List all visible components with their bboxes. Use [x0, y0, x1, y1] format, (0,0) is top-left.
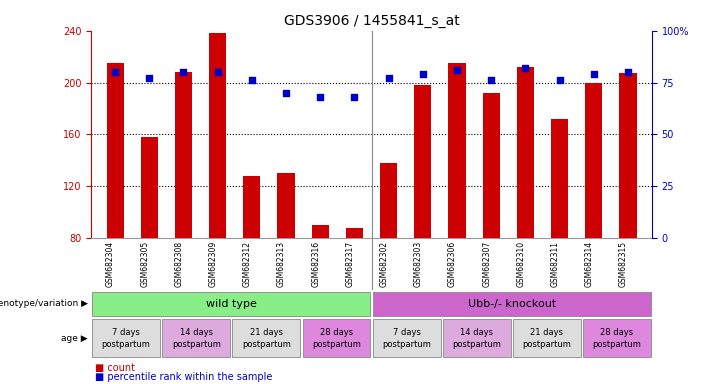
Text: GSM682312: GSM682312 — [243, 241, 252, 287]
Bar — [209, 33, 226, 238]
Text: GSM682317: GSM682317 — [346, 241, 355, 287]
Text: 7 days
postpartum: 7 days postpartum — [102, 328, 151, 349]
Text: GSM682310: GSM682310 — [517, 241, 526, 287]
Text: Ubb-/- knockout: Ubb-/- knockout — [468, 299, 556, 309]
Bar — [585, 83, 602, 238]
Text: GSM682313: GSM682313 — [277, 241, 286, 287]
Bar — [380, 163, 397, 238]
Text: age ▶: age ▶ — [61, 334, 88, 343]
Bar — [175, 72, 192, 238]
Text: 14 days
postpartum: 14 days postpartum — [172, 328, 221, 349]
Text: GSM682303: GSM682303 — [414, 241, 423, 287]
Bar — [483, 93, 500, 238]
Point — [417, 71, 428, 77]
Text: GSM682305: GSM682305 — [140, 241, 149, 287]
Text: GSM682304: GSM682304 — [106, 241, 115, 287]
Text: 28 days
postpartum: 28 days postpartum — [312, 328, 361, 349]
Bar — [303, 319, 370, 358]
Bar — [414, 85, 431, 238]
Text: 21 days
postpartum: 21 days postpartum — [522, 328, 571, 349]
Bar — [551, 119, 568, 238]
Point — [383, 75, 394, 81]
Bar — [517, 67, 534, 238]
Point — [109, 69, 121, 75]
Point — [622, 69, 634, 75]
Text: GSM682302: GSM682302 — [380, 241, 388, 287]
Bar — [373, 292, 651, 316]
Bar — [141, 137, 158, 238]
Point — [520, 65, 531, 71]
Text: GSM682311: GSM682311 — [550, 241, 559, 287]
Point — [178, 69, 189, 75]
Point — [554, 78, 565, 84]
Bar — [312, 225, 329, 238]
Bar — [620, 73, 637, 238]
Text: GSM682314: GSM682314 — [585, 241, 594, 287]
Text: ■ count: ■ count — [95, 363, 135, 373]
Point — [451, 67, 463, 73]
Text: genotype/variation ▶: genotype/variation ▶ — [0, 299, 88, 308]
Text: GSM682307: GSM682307 — [482, 241, 491, 287]
Point — [486, 78, 497, 84]
Bar — [163, 319, 230, 358]
Text: 14 days
postpartum: 14 days postpartum — [452, 328, 501, 349]
Text: 28 days
postpartum: 28 days postpartum — [592, 328, 641, 349]
Bar — [233, 319, 300, 358]
Point — [349, 94, 360, 100]
Bar — [449, 63, 465, 238]
Point — [315, 94, 326, 100]
Text: wild type: wild type — [206, 299, 257, 309]
Bar — [243, 176, 260, 238]
Title: GDS3906 / 1455841_s_at: GDS3906 / 1455841_s_at — [284, 14, 459, 28]
Text: 21 days
postpartum: 21 days postpartum — [242, 328, 291, 349]
Point — [212, 69, 223, 75]
Text: GSM682308: GSM682308 — [175, 241, 184, 287]
Text: GSM682309: GSM682309 — [209, 241, 217, 287]
Text: GSM682316: GSM682316 — [311, 241, 320, 287]
Bar — [93, 319, 160, 358]
Point — [144, 75, 155, 81]
Bar — [107, 63, 123, 238]
Text: ■ percentile rank within the sample: ■ percentile rank within the sample — [95, 372, 272, 382]
Point — [280, 90, 292, 96]
Point — [246, 78, 257, 84]
Point — [588, 71, 599, 77]
Bar — [93, 292, 370, 316]
Bar — [278, 173, 294, 238]
Text: GSM682315: GSM682315 — [619, 241, 628, 287]
Bar — [513, 319, 580, 358]
Bar — [373, 319, 440, 358]
Bar — [346, 228, 363, 238]
Bar — [443, 319, 510, 358]
Text: 7 days
postpartum: 7 days postpartum — [382, 328, 431, 349]
Text: GSM682306: GSM682306 — [448, 241, 457, 287]
Bar — [583, 319, 651, 358]
